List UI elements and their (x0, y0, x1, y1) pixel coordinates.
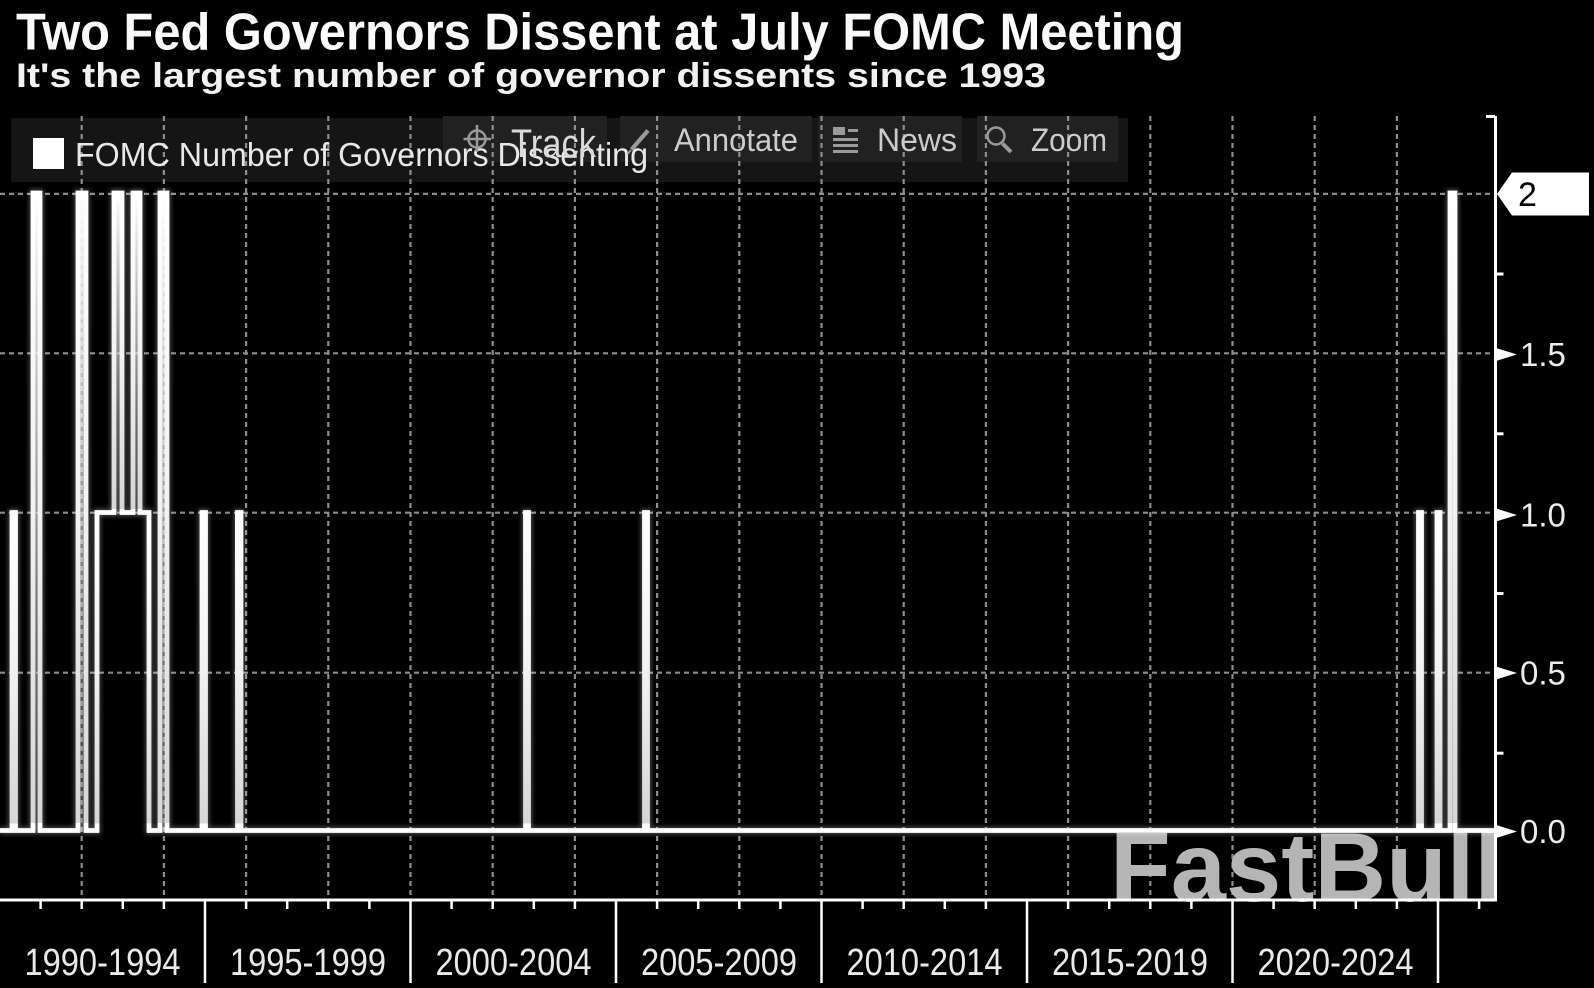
svg-text:2000-2004: 2000-2004 (436, 942, 592, 984)
svg-text:Annotate: Annotate (674, 122, 798, 158)
svg-text:1990-1994: 1990-1994 (25, 942, 181, 984)
svg-text:It's the largest number of gov: It's the largest number of governor diss… (16, 57, 1046, 95)
svg-text:0.5: 0.5 (1520, 655, 1566, 692)
svg-text:Zoom: Zoom (1031, 122, 1107, 158)
svg-text:Track: Track (511, 122, 597, 166)
svg-text:2005-2009: 2005-2009 (641, 942, 797, 984)
svg-text:1.5: 1.5 (1520, 336, 1566, 373)
svg-text:News: News (877, 122, 957, 158)
svg-text:FOMC Number of Governors Disse: FOMC Number of Governors Dissenting (75, 136, 648, 173)
svg-text:1.0: 1.0 (1520, 497, 1566, 534)
svg-text:0.0: 0.0 (1520, 813, 1566, 850)
svg-text:1995-1999: 1995-1999 (230, 942, 386, 984)
svg-text:2020-2024: 2020-2024 (1258, 942, 1414, 984)
svg-text:2010-2014: 2010-2014 (847, 942, 1003, 984)
svg-text:2015-2019: 2015-2019 (1052, 942, 1208, 984)
svg-text:Two Fed Governors Dissent at J: Two Fed Governors Dissent at July FOMC M… (16, 4, 1184, 62)
svg-text:2: 2 (1518, 176, 1537, 214)
